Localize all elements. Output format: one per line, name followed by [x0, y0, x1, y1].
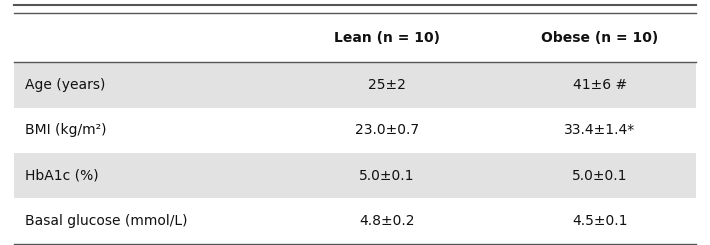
- Text: 5.0±0.1: 5.0±0.1: [359, 169, 415, 183]
- Text: BMI (kg/m²): BMI (kg/m²): [25, 123, 106, 137]
- Text: Obese (n = 10): Obese (n = 10): [541, 31, 659, 45]
- Text: Basal glucose (mmol/L): Basal glucose (mmol/L): [25, 214, 187, 228]
- Text: 41±6 #: 41±6 #: [573, 78, 627, 92]
- Bar: [14, 108, 696, 153]
- Bar: [14, 153, 696, 198]
- Bar: [14, 62, 696, 108]
- Bar: [14, 198, 696, 244]
- Text: 33.4±1.4*: 33.4±1.4*: [564, 123, 635, 137]
- Text: Lean (n = 10): Lean (n = 10): [334, 31, 440, 45]
- Text: HbA1c (%): HbA1c (%): [25, 169, 99, 183]
- Text: Age (years): Age (years): [25, 78, 105, 92]
- Bar: [14, 13, 696, 62]
- Text: 4.8±0.2: 4.8±0.2: [359, 214, 415, 228]
- Text: 5.0±0.1: 5.0±0.1: [572, 169, 628, 183]
- Text: 25±2: 25±2: [368, 78, 406, 92]
- Text: 4.5±0.1: 4.5±0.1: [572, 214, 628, 228]
- Text: 23.0±0.7: 23.0±0.7: [355, 123, 419, 137]
